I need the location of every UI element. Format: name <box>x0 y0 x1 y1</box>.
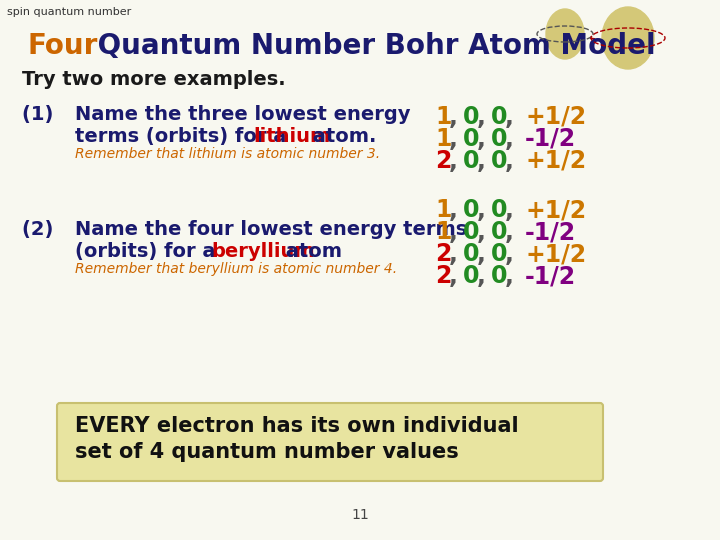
Text: Remember that beryllium is atomic number 4.: Remember that beryllium is atomic number… <box>75 262 397 276</box>
Text: terms (orbits) for a: terms (orbits) for a <box>75 127 293 146</box>
Text: 0: 0 <box>491 198 508 222</box>
Text: +1/2: +1/2 <box>525 198 586 222</box>
Text: Try two more examples.: Try two more examples. <box>22 70 286 89</box>
Text: set of 4 quantum number values: set of 4 quantum number values <box>75 442 459 462</box>
Text: 0: 0 <box>491 127 508 151</box>
Text: ,: , <box>505 198 514 222</box>
Text: 2: 2 <box>435 149 451 173</box>
Text: 0: 0 <box>491 220 508 244</box>
Text: 11: 11 <box>351 508 369 522</box>
Ellipse shape <box>602 7 654 69</box>
Text: ,: , <box>449 220 458 244</box>
Text: -1/2: -1/2 <box>525 264 576 288</box>
Text: ,: , <box>477 149 486 173</box>
Text: ,: , <box>477 127 486 151</box>
Text: 0: 0 <box>491 264 508 288</box>
Text: 0: 0 <box>463 127 480 151</box>
Text: -1/2: -1/2 <box>525 127 576 151</box>
Text: Remember that lithium is atomic number 3.: Remember that lithium is atomic number 3… <box>75 147 380 161</box>
Text: ,: , <box>505 105 514 129</box>
Text: lithium: lithium <box>253 127 330 146</box>
Text: 1: 1 <box>435 105 451 129</box>
Ellipse shape <box>546 9 584 59</box>
Text: 1: 1 <box>435 198 451 222</box>
Text: +1/2: +1/2 <box>525 149 586 173</box>
Text: ,: , <box>505 149 514 173</box>
Text: ,: , <box>477 105 486 129</box>
Text: Name the four lowest energy terms: Name the four lowest energy terms <box>75 220 467 239</box>
Text: ,: , <box>449 198 458 222</box>
Text: Name the three lowest energy: Name the three lowest energy <box>75 105 410 124</box>
Text: ,: , <box>477 264 486 288</box>
Text: 0: 0 <box>463 220 480 244</box>
Text: 0: 0 <box>463 242 480 266</box>
FancyBboxPatch shape <box>57 403 603 481</box>
Text: atom: atom <box>279 242 342 261</box>
Text: (1): (1) <box>22 105 67 124</box>
Text: 2: 2 <box>435 264 451 288</box>
Text: 0: 0 <box>491 149 508 173</box>
Text: +1/2: +1/2 <box>525 242 586 266</box>
Text: 2: 2 <box>435 242 451 266</box>
Text: ,: , <box>449 105 458 129</box>
Text: ,: , <box>505 127 514 151</box>
Text: 0: 0 <box>491 242 508 266</box>
Text: 0: 0 <box>463 149 480 173</box>
Text: ,: , <box>505 264 514 288</box>
Text: ,: , <box>449 242 458 266</box>
Text: ,: , <box>477 242 486 266</box>
Text: ,: , <box>505 242 514 266</box>
Text: 0: 0 <box>463 198 480 222</box>
Text: beryllium: beryllium <box>211 242 315 261</box>
Text: Four: Four <box>28 32 99 60</box>
Text: (orbits) for a: (orbits) for a <box>75 242 222 261</box>
Text: ,: , <box>449 264 458 288</box>
Text: -1/2: -1/2 <box>525 220 576 244</box>
Text: 1: 1 <box>435 220 451 244</box>
Text: 0: 0 <box>463 105 480 129</box>
Text: 0: 0 <box>463 264 480 288</box>
Text: 1: 1 <box>435 127 451 151</box>
Text: spin quantum number: spin quantum number <box>7 7 131 17</box>
Text: Quantum Number Bohr Atom Model: Quantum Number Bohr Atom Model <box>88 32 656 60</box>
Text: (2): (2) <box>22 220 67 239</box>
Text: ,: , <box>477 198 486 222</box>
Text: 0: 0 <box>491 105 508 129</box>
Text: ,: , <box>449 149 458 173</box>
Text: ,: , <box>449 127 458 151</box>
Text: atom.: atom. <box>306 127 377 146</box>
Text: +1/2: +1/2 <box>525 105 586 129</box>
Text: EVERY electron has its own individual: EVERY electron has its own individual <box>75 416 518 436</box>
Text: ,: , <box>477 220 486 244</box>
Text: ,: , <box>505 220 514 244</box>
